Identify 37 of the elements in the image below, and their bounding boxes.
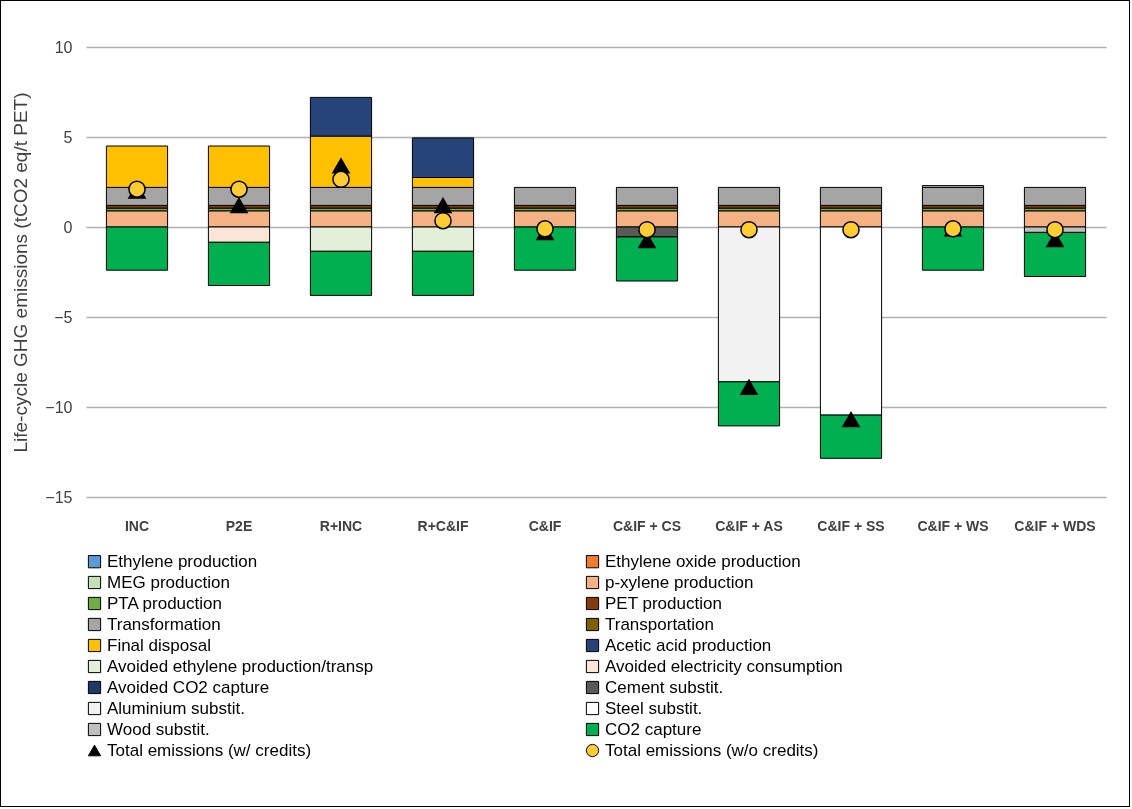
legend-label: Total emissions (w/o credits) bbox=[605, 740, 819, 760]
x-tick-label: P2E bbox=[225, 517, 253, 534]
legend-label: Total emissions (w/ credits) bbox=[107, 740, 312, 760]
x-tick-label: INC bbox=[124, 517, 150, 534]
legend-label: p-xylene production bbox=[605, 572, 754, 592]
legend-label: Ethylene oxide production bbox=[605, 551, 801, 571]
x-tick-label: C&IF + SS bbox=[817, 517, 885, 534]
y-axis-title: Life-cycle GHG emissions (tCO2 eq/t PET) bbox=[10, 92, 32, 453]
legend-label: Acetic acid production bbox=[605, 635, 772, 655]
x-tick-label: C&IF bbox=[528, 517, 562, 534]
legend-label: Cement substit. bbox=[605, 677, 724, 697]
legend-label: Transportation bbox=[605, 614, 714, 634]
legend-label: Avoided ethylene production/transp bbox=[107, 656, 374, 676]
x-tick-label: C&IF + WDS bbox=[1014, 517, 1096, 534]
legend-label: PET production bbox=[605, 593, 722, 613]
legend-label: Avoided electricity consumption bbox=[605, 656, 843, 676]
legend-label: Aluminium substit. bbox=[107, 698, 245, 718]
x-tick-label: R+INC bbox=[319, 517, 363, 534]
legend-label: Ethylene production bbox=[107, 551, 258, 571]
x-tick-label: C&IF + CS bbox=[612, 517, 682, 534]
legend-label: Final disposal bbox=[107, 635, 211, 655]
legend-label: PTA production bbox=[107, 593, 222, 613]
x-tick-label: C&IF + WS bbox=[917, 517, 989, 534]
legend-label: CO2 capture bbox=[605, 719, 702, 739]
y-tick-label: −5 bbox=[54, 308, 73, 326]
y-tick-label: −10 bbox=[45, 398, 73, 416]
legend-label: Avoided CO2 capture bbox=[107, 677, 270, 697]
y-tick-label: 0 bbox=[63, 218, 73, 236]
legend-label: Transformation bbox=[107, 614, 221, 634]
x-tick-label: C&IF + AS bbox=[715, 517, 783, 534]
y-tick-label: 5 bbox=[63, 128, 73, 146]
y-tick-label: −15 bbox=[45, 488, 73, 506]
legend-label: Steel substit. bbox=[605, 698, 703, 718]
y-tick-label: 10 bbox=[54, 38, 73, 56]
legend-label: Wood substit. bbox=[107, 719, 210, 739]
legend-label: MEG production bbox=[107, 572, 230, 592]
x-tick-label: R+C&IF bbox=[417, 517, 469, 534]
